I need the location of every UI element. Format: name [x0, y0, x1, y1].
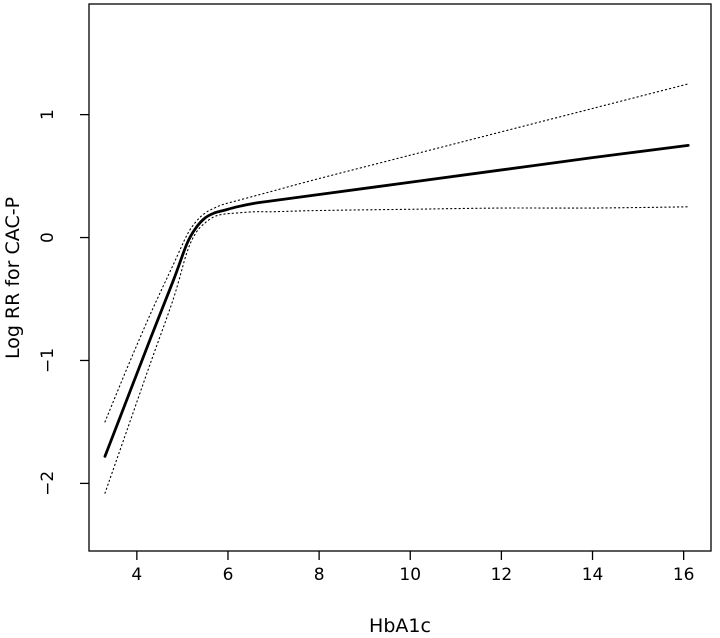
y-axis: −2 −1 0 1	[38, 109, 89, 496]
y-tick-label: −2	[38, 471, 58, 496]
series-layer	[103, 83, 690, 494]
x-tick-label: 6	[223, 565, 234, 585]
series-line-lower-ci	[104, 206, 689, 494]
y-tick-label: 0	[38, 232, 58, 243]
x-tick-label: 14	[582, 565, 604, 585]
y-axis-title: Log RR for CAC-P	[2, 197, 24, 359]
series-line-estimate	[103, 143, 690, 458]
y-tick-label: −1	[38, 348, 58, 373]
y-tick-label: 1	[38, 109, 58, 120]
x-tick-label: 10	[399, 565, 421, 585]
x-tick-label: 12	[491, 565, 513, 585]
x-tick-label: 4	[131, 565, 142, 585]
x-tick-label: 16	[673, 565, 695, 585]
plot-frame	[88, 3, 712, 552]
x-tick-label: 8	[314, 565, 325, 585]
series-line-upper-ci	[104, 83, 689, 423]
x-axis: 4 6 8 10 12 14 16	[131, 551, 694, 585]
x-axis-title: HbA1c	[369, 615, 431, 637]
